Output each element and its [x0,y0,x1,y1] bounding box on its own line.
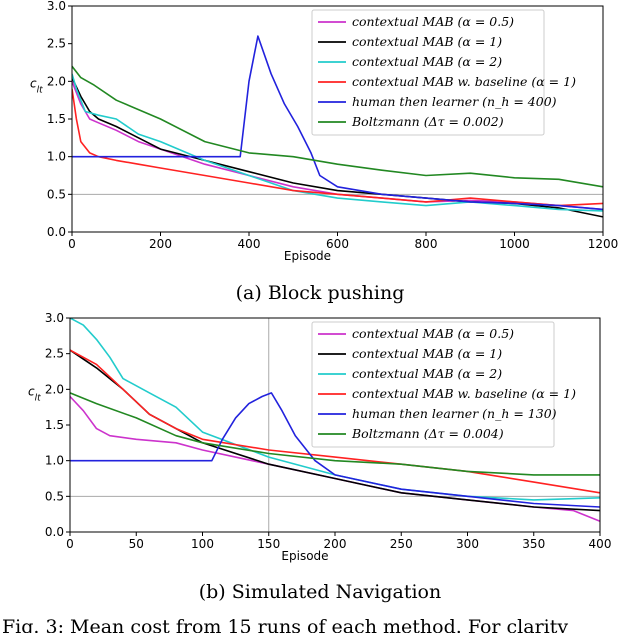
legend-label-3: contextual MAB w. baseline (α = 1) [352,74,576,89]
y-tick-label: 0.0 [47,225,66,239]
series-line-3 [72,88,603,207]
x-tick-label: 350 [522,537,545,551]
x-tick-label: 1200 [588,237,619,251]
x-tick-label: 0 [66,537,74,551]
x-tick-label: 150 [257,537,280,551]
series-line-3 [70,349,600,494]
y-tick-label: 3.0 [45,311,64,325]
legend-label-3: contextual MAB w. baseline (α = 1) [352,386,576,401]
y-tick-label: 1.0 [47,150,66,164]
y-tick-label: 3.0 [47,0,66,13]
y-axis-label-sub: lt [35,393,42,403]
y-tick-label: 2.0 [47,74,66,88]
x-tick-label: 600 [326,237,349,251]
legend: contextual MAB (α = 0.5) contextual MAB (… [311,9,576,136]
y-tick-label: 2.5 [47,37,66,51]
legend: contextual MAB (α = 0.5) contextual MAB (… [311,321,576,448]
legend-label-5: Boltzmann (Δτ = 0.002) [351,114,504,129]
series-group [70,318,600,523]
x-axis-label: Episode [284,249,331,263]
y-axis-label-sub: lt [37,85,44,95]
y-tick-label: 0.0 [45,525,64,539]
legend-label-1: contextual MAB (α = 1) [352,346,502,361]
caption-block-pushing: (a) Block pushing [236,282,405,304]
figure-caption: Fig. 3: Mean cost from 15 runs of each m… [2,616,568,633]
x-axis-label: Episode [281,549,328,563]
legend-label-4: human then learner (n_h = 130) [352,406,557,421]
chart-block-pushing: 0 200 400 600 800 1000 1200 0.0 0.5 1.0 1.5 2.0 2.5 3… [30,0,618,263]
legend-label-0: contextual MAB (α = 0.5) [352,326,514,341]
legend-box [311,9,545,136]
y-tick-label: 1.5 [45,418,64,432]
x-tick-label: 200 [324,537,347,551]
x-tick-label: 1000 [499,237,530,251]
series-line-4 [72,35,603,211]
legend-label-2: contextual MAB (α = 2) [352,54,502,69]
series-line-4 [70,392,600,508]
x-tick-label: 800 [415,237,438,251]
y-axis-label: clt [28,384,41,403]
legend-label-1: contextual MAB (α = 1) [352,34,502,49]
legend-label-0: contextual MAB (α = 0.5) [352,14,514,29]
x-tick-label: 250 [390,537,413,551]
x-tick-label: 300 [456,537,479,551]
y-tick-label: 0.5 [47,187,66,201]
x-tick-label: 50 [129,537,144,551]
series-line-5 [70,392,600,476]
x-tick-label: 400 [238,237,261,251]
y-tick-label: 0.5 [45,489,64,503]
y-tick-label: 1.5 [47,112,66,126]
y-tick-label: 2.5 [45,347,64,361]
y-tick-label: 2.0 [45,382,64,396]
x-tick-label: 100 [191,537,214,551]
y-axis-label: clt [30,76,43,95]
legend-label-2: contextual MAB (α = 2) [352,366,502,381]
legend-label-5: Boltzmann (Δτ = 0.004) [351,426,504,441]
legend-label-4: human then learner (n_h = 400) [352,94,557,109]
y-tick-label: 1.0 [45,454,64,468]
x-tick-label: 200 [149,237,172,251]
legend-box [311,321,555,448]
chart-simulated-navigation: 0 50 100 150 200 250 300 350 400 0.0 0.5 1.0 1.5 2.0 2… [28,311,611,563]
series-group [72,35,603,218]
series-line-5 [72,65,603,188]
x-tick-label: 400 [589,537,612,551]
x-tick-label: 0 [68,237,76,251]
caption-simulated-navigation: (b) Simulated Navigation [199,581,442,603]
